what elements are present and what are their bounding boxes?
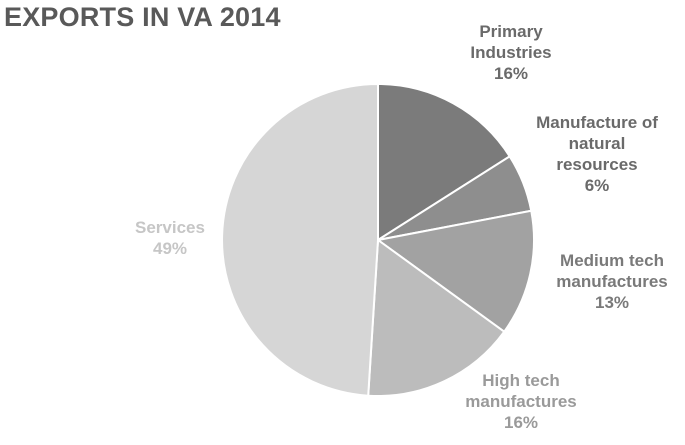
pie-slice-4 [221, 82, 379, 397]
slice-label-3: High tech manufactures 16% [465, 371, 576, 432]
pie-slice-0 [377, 82, 512, 242]
slice-label-4: Services 49% [135, 218, 205, 258]
chart-title: EXPORTS IN VA 2014 [4, 2, 281, 32]
slice-label-1: Manufacture of natural resources 6% [536, 113, 658, 195]
pie-slice-2 [375, 209, 536, 334]
pie-slice-3 [367, 238, 506, 397]
slice-label-2: Medium tech manufactures 13% [556, 251, 667, 312]
slice-label-0: Primary Industries 16% [470, 22, 551, 83]
